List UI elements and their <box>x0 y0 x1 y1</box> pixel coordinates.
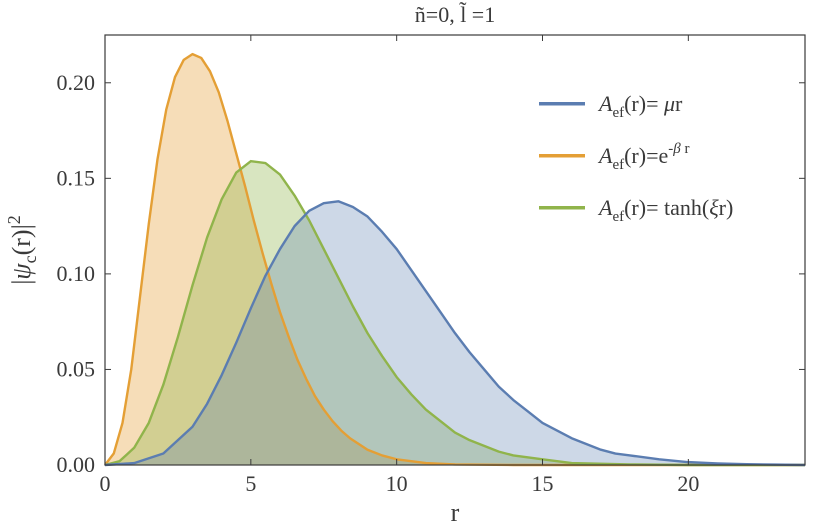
y-axis-label: |ψc(r)|2 <box>4 215 40 285</box>
x-tick-label: 0 <box>100 471 111 496</box>
y-tick-label: 0.05 <box>57 356 96 381</box>
y-tick-label: 0.10 <box>57 261 96 286</box>
x-tick-label: 20 <box>677 471 699 496</box>
y-tick-label: 0.15 <box>57 165 96 190</box>
x-axis-label: r <box>451 498 460 524</box>
chart-title: ñ=0, l̃ =1 <box>415 2 495 27</box>
y-tick-label: 0.20 <box>57 70 96 95</box>
x-tick-label: 10 <box>386 471 408 496</box>
chart-container: 0 5 10 15 20 0.00 0.05 0.10 0.15 0.20 r |ψc(r)|2 ñ=… <box>0 0 827 524</box>
x-tick-label: 15 <box>532 471 554 496</box>
probability-density-chart: 0 5 10 15 20 0.00 0.05 0.10 0.15 0.20 r |ψc(r)|2 ñ=… <box>0 0 827 524</box>
y-tick-label: 0.00 <box>57 452 96 477</box>
x-tick-label: 5 <box>245 471 256 496</box>
